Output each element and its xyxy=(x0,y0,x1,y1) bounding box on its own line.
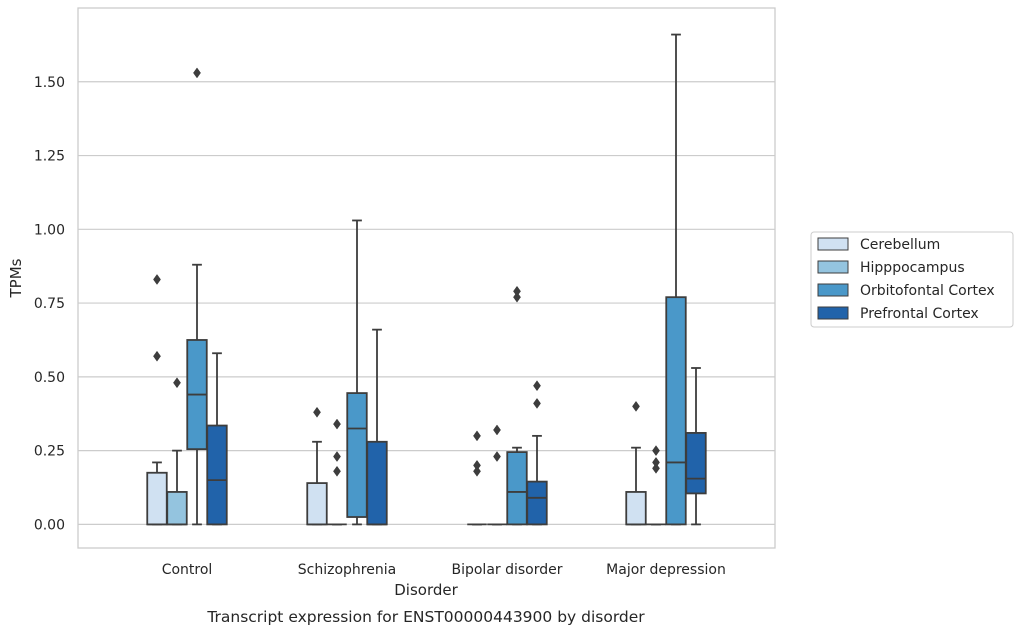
outlier-point xyxy=(333,451,341,462)
box-group xyxy=(346,219,368,526)
outlier-point xyxy=(513,285,521,297)
legend-swatch xyxy=(817,260,849,274)
outlier-point xyxy=(533,380,541,392)
outlier-point xyxy=(173,377,181,389)
outlier-point xyxy=(652,445,660,457)
box-group xyxy=(487,424,507,526)
box xyxy=(206,424,228,526)
box-group xyxy=(186,67,208,526)
outlier-point xyxy=(333,418,341,430)
box xyxy=(306,482,328,526)
x-axis-ticks: Control Schizophrenia Bipolar disorder Majo… xyxy=(162,562,726,578)
box xyxy=(146,471,168,526)
box-plot-series xyxy=(146,33,707,526)
outlier-point xyxy=(333,465,341,477)
box-group xyxy=(306,406,328,526)
outlier-point xyxy=(153,350,161,362)
outlier-point xyxy=(473,459,481,471)
legend-swatch xyxy=(817,237,849,251)
box-group xyxy=(526,380,548,526)
y-tick-label: 1.00 xyxy=(34,222,65,238)
outlier-point xyxy=(632,400,640,412)
x-tick-label: Major depression xyxy=(606,562,726,578)
box-group xyxy=(206,352,228,526)
y-tick-label: 0.00 xyxy=(34,517,65,533)
box-group xyxy=(506,285,528,526)
outlier-point xyxy=(473,430,481,442)
outlier-point xyxy=(493,424,501,436)
figure-caption: Transcript expression for ENST0000044390… xyxy=(206,608,645,626)
y-axis-ticks: 0.00 0.25 0.50 0.75 1.00 1.25 1.50 xyxy=(34,75,65,534)
box-group xyxy=(366,328,388,526)
box xyxy=(685,432,707,495)
box xyxy=(166,491,188,526)
outlier-point xyxy=(652,462,660,474)
plot-frame xyxy=(77,7,776,549)
outlier-point xyxy=(473,465,481,477)
x-tick-label: Schizophrenia xyxy=(298,562,396,578)
y-axis-label: TPMs xyxy=(7,258,25,298)
y-tick-label: 1.50 xyxy=(34,75,65,91)
y-tick-label: 0.75 xyxy=(34,296,65,312)
box-group xyxy=(146,274,168,526)
y-tick-label: 0.25 xyxy=(34,444,65,460)
outlier-point xyxy=(193,67,201,79)
y-tick-label: 0.50 xyxy=(34,370,65,386)
outlier-point xyxy=(153,274,161,285)
legend-label: Orbitofontal Cortex xyxy=(860,283,995,299)
legend-label: Prefrontal Cortex xyxy=(860,306,979,322)
box-group xyxy=(685,367,707,526)
legend-swatch xyxy=(817,283,849,297)
outlier-point xyxy=(313,406,321,418)
x-tick-label: Bipolar disorder xyxy=(451,562,562,578)
box-group xyxy=(467,430,487,526)
box xyxy=(526,480,548,526)
legend-frame xyxy=(810,231,1014,328)
box xyxy=(665,296,687,526)
outlier-point xyxy=(652,456,660,468)
x-tick-label: Control xyxy=(162,562,213,578)
legend-label: Cerebellum xyxy=(860,237,940,253)
box-group xyxy=(327,418,347,526)
legend-swatch xyxy=(817,306,849,320)
legend-label: Hipppocampus xyxy=(860,260,965,276)
box-group xyxy=(646,445,666,526)
box-group xyxy=(625,400,647,526)
box xyxy=(625,491,647,526)
box xyxy=(366,440,388,526)
box xyxy=(346,392,368,518)
box-group xyxy=(166,377,188,526)
y-tick-label: 1.25 xyxy=(34,149,65,165)
legend: Cerebellum Hipppocampus Orbitofontal Corte… xyxy=(810,231,1014,328)
outlier-point xyxy=(493,451,501,462)
box-group xyxy=(665,33,687,526)
box xyxy=(506,451,528,526)
x-axis-label: Disorder xyxy=(394,581,458,599)
outlier-point xyxy=(533,397,541,409)
outlier-point xyxy=(513,291,521,303)
